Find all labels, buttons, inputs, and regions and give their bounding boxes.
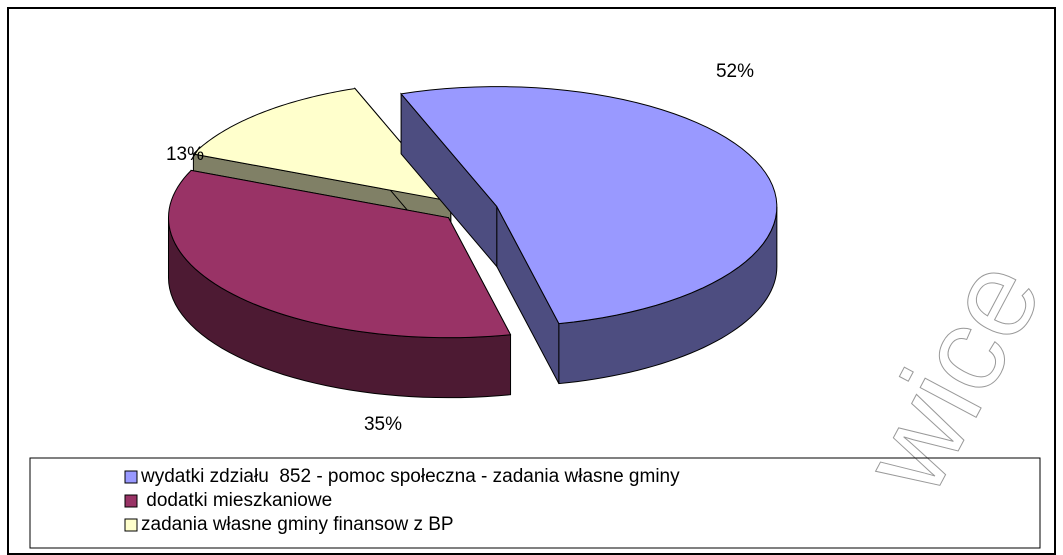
slice <box>167 169 512 339</box>
legend-swatch <box>124 470 138 484</box>
chart-frame <box>7 7 1056 555</box>
data-label: 35% <box>364 414 402 435</box>
data-label: 13% <box>166 144 204 165</box>
slice <box>400 86 778 325</box>
legend-swatch <box>124 494 138 508</box>
slice <box>192 87 453 203</box>
legend-label: dodatki mieszkaniowe <box>141 490 332 511</box>
legend-label: wydatki zdziału 852 - pomoc społeczna - … <box>140 466 680 487</box>
legend-label: zadania własne gminy finansow z BP <box>141 514 454 535</box>
legend-box <box>29 457 1041 549</box>
legend-swatch <box>124 518 138 532</box>
data-label: 52% <box>716 61 754 82</box>
